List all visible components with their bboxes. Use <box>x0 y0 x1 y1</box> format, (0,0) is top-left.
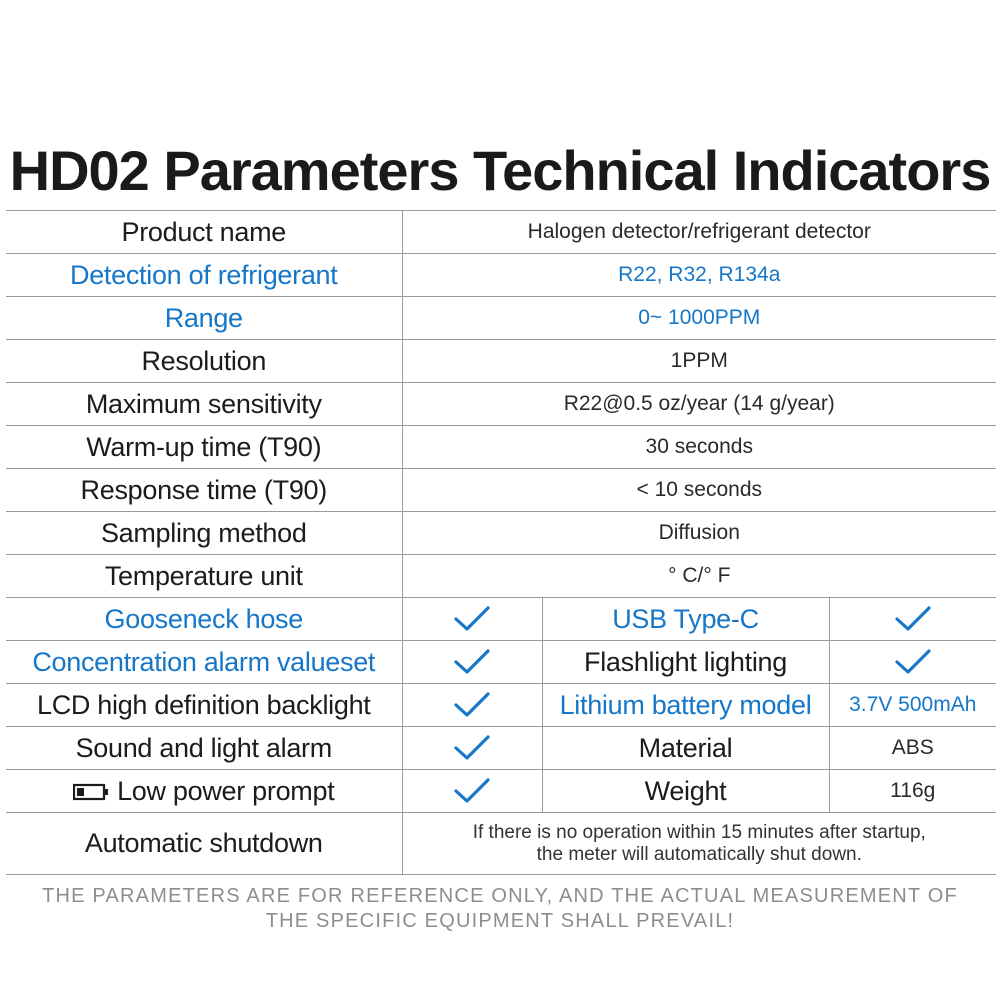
row-value-range: 0~ 1000PPM <box>401 296 997 340</box>
row-label-warmup: Warm-up time (T90) <box>6 425 402 469</box>
feature-label-battery: Lithium battery model <box>541 683 829 727</box>
feature-label-low-power-cell: Low power prompt <box>6 769 402 813</box>
table-row: Maximum sensitivity R22@0.5 oz/year (14 … <box>6 382 997 426</box>
feature-value-weight: 116g <box>828 769 997 813</box>
table-row: Sound and light alarm Material ABS <box>6 726 997 770</box>
check-icon <box>454 735 490 760</box>
row-label-temperature: Temperature unit <box>6 554 402 598</box>
row-label-sampling: Sampling method <box>6 511 402 555</box>
feature-check-low-power <box>401 769 542 813</box>
feature-check-alarm-value <box>401 640 542 684</box>
feature-label-alarm-value: Concentration alarm valueset <box>6 640 402 684</box>
row-label-resolution: Resolution <box>6 339 402 383</box>
table-row: Response time (T90) < 10 seconds <box>6 468 997 512</box>
feature-check-usb <box>828 597 997 641</box>
row-label-range: Range <box>6 296 402 340</box>
table-row: Low power prompt Weight 116g <box>6 769 997 813</box>
feature-check-gooseneck <box>401 597 542 641</box>
table-row: Gooseneck hose USB Type-C <box>6 597 997 641</box>
feature-check-sound-light <box>401 726 542 770</box>
row-value-sensitivity: R22@0.5 oz/year (14 g/year) <box>401 382 997 426</box>
table-row: Sampling method Diffusion <box>6 511 997 555</box>
check-icon <box>454 606 490 631</box>
check-icon <box>895 606 931 631</box>
feature-label-lcd: LCD high definition backlight <box>6 683 402 727</box>
feature-value-material: ABS <box>828 726 997 770</box>
feature-label-low-power: Low power prompt <box>117 775 335 806</box>
row-label-sensitivity: Maximum sensitivity <box>6 382 402 426</box>
feature-check-lcd <box>401 683 542 727</box>
row-label-response: Response time (T90) <box>6 468 402 512</box>
feature-label-flashlight: Flashlight lighting <box>541 640 829 684</box>
table-row: Concentration alarm valueset Flashlight … <box>6 640 997 684</box>
row-value-response: < 10 seconds <box>401 468 997 512</box>
table-row: Automatic shutdown If there is no operat… <box>6 812 997 875</box>
feature-check-flashlight <box>828 640 997 684</box>
table-row: Detection of refrigerant R22, R32, R134a <box>6 253 997 297</box>
row-value-resolution: 1PPM <box>401 339 997 383</box>
row-value-temperature: ° C/° F <box>401 554 997 598</box>
feature-label-material: Material <box>541 726 829 770</box>
row-value-product-name: Halogen detector/refrigerant detector <box>401 210 997 254</box>
row-value-refrigerant: R22, R32, R134a <box>401 253 997 297</box>
table-row: Resolution 1PPM <box>6 339 997 383</box>
feature-label-gooseneck: Gooseneck hose <box>6 597 402 641</box>
feature-label-sound-light: Sound and light alarm <box>6 726 402 770</box>
table-row: Warm-up time (T90) 30 seconds <box>6 425 997 469</box>
feature-label-usb: USB Type-C <box>541 597 829 641</box>
row-label-shutdown: Automatic shutdown <box>6 812 402 875</box>
shutdown-note-line-1: If there is no operation within 15 minut… <box>472 821 926 843</box>
check-icon <box>454 692 490 717</box>
table-row: Temperature unit ° C/° F <box>6 554 997 598</box>
row-value-sampling: Diffusion <box>401 511 997 555</box>
check-icon <box>454 778 490 803</box>
disclaimer-line-2: THE SPECIFIC EQUIPMENT SHALL PREVAIL! <box>265 910 735 932</box>
table-row: LCD high definition backlight Lithium ba… <box>6 683 997 727</box>
table-row: Range 0~ 1000PPM <box>6 296 997 340</box>
row-value-warmup: 30 seconds <box>401 425 997 469</box>
page-title: HD02 Parameters Technical Indicators <box>9 139 992 202</box>
check-icon <box>895 649 931 674</box>
check-icon <box>454 649 490 674</box>
row-label-refrigerant: Detection of refrigerant <box>6 253 402 297</box>
battery-low-icon <box>73 784 109 801</box>
feature-value-battery: 3.7V 500mAh <box>828 683 997 727</box>
disclaimer: THE PARAMETERS ARE FOR REFERENCE ONLY, A… <box>0 884 1000 934</box>
row-label-product-name: Product name <box>6 210 402 254</box>
table-row: Product name Halogen detector/refrigeran… <box>6 210 997 254</box>
feature-label-weight: Weight <box>541 769 829 813</box>
shutdown-note-line-2: the meter will automatically shut down. <box>536 843 862 865</box>
disclaimer-line-1: THE PARAMETERS ARE FOR REFERENCE ONLY, A… <box>42 885 958 907</box>
parameters-table: Product name Halogen detector/refrigeran… <box>6 210 997 875</box>
row-value-shutdown: If there is no operation within 15 minut… <box>401 812 997 875</box>
